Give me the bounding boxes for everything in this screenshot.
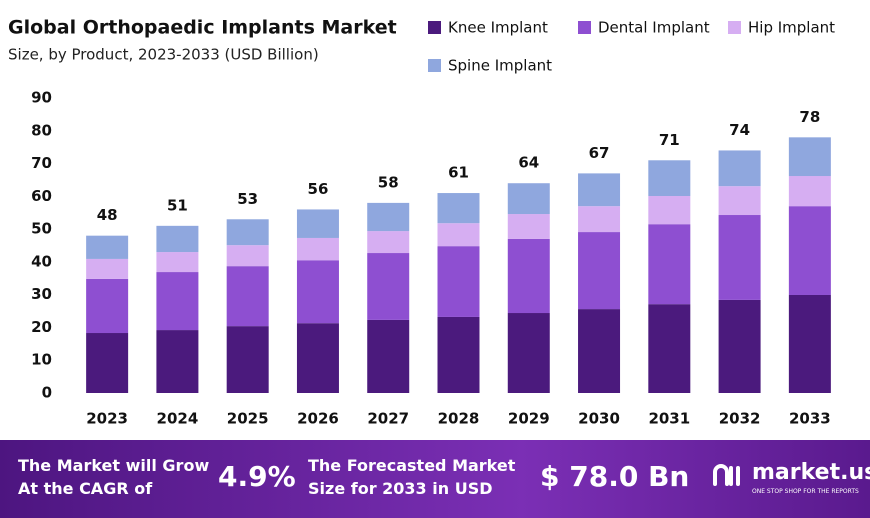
bar-segment	[367, 231, 410, 254]
bar-segment	[648, 224, 691, 305]
x-tick-label: 2028	[438, 410, 480, 428]
legend-label: Spine Implant	[448, 57, 552, 75]
brand: market.us	[752, 460, 870, 485]
chart: Global Orthopaedic Implants Market Size,…	[8, 17, 835, 428]
bar-segment	[437, 246, 480, 317]
x-tick-label: 2029	[508, 410, 550, 428]
bar-segment	[648, 304, 691, 393]
y-tick-label: 80	[31, 121, 52, 139]
bar-segment	[156, 272, 199, 331]
bar-segment	[718, 299, 761, 393]
cagr-value: 4.9%	[218, 460, 296, 493]
y-tick-label: 50	[31, 220, 52, 238]
bar-segment	[788, 206, 831, 295]
legend-label: Hip Implant	[748, 19, 835, 37]
bar-segment	[578, 173, 621, 207]
x-tick-label: 2033	[789, 410, 831, 428]
bar-segment	[367, 319, 410, 393]
total-label: 64	[518, 154, 539, 172]
total-label: 71	[659, 131, 680, 149]
total-label: 61	[448, 164, 469, 182]
forecast-value: $ 78.0 Bn	[540, 460, 690, 493]
bar-segment	[578, 206, 621, 233]
cagr-text: The Market will Grow At the CAGR of	[18, 456, 210, 498]
bar-segment	[788, 137, 831, 177]
forecast-text: The Forecasted Market Size for 2033 in U…	[308, 456, 516, 498]
bar-segment	[367, 253, 410, 320]
legend-label: Dental Implant	[598, 19, 710, 37]
y-tick-label: 40	[31, 252, 52, 270]
bar-segment	[156, 252, 199, 273]
bar-segment	[367, 202, 410, 232]
x-tick-label: 2027	[367, 410, 409, 428]
bar-segment	[86, 235, 129, 259]
x-tick-label: 2032	[719, 410, 761, 428]
y-tick-label: 10	[31, 351, 52, 369]
bar-segment	[578, 309, 621, 393]
tagline: ONE STOP SHOP FOR THE REPORTS	[752, 488, 859, 495]
bar-segment	[437, 193, 480, 224]
bar-segment	[226, 266, 269, 327]
bar-segment	[718, 215, 761, 300]
bar-segment	[578, 232, 621, 310]
total-label: 74	[729, 121, 750, 139]
y-tick-label: 20	[31, 318, 52, 336]
brand-logo	[713, 464, 740, 486]
bar-segment	[296, 260, 339, 324]
total-label: 58	[378, 173, 399, 191]
legend-label: Knee Implant	[448, 19, 548, 37]
bar-segment	[296, 237, 339, 261]
x-tick-label: 2024	[157, 410, 199, 428]
chart-subtitle: Size, by Product, 2023-2033 (USD Billion…	[8, 46, 319, 64]
bar-segment	[437, 223, 480, 247]
y-tick-label: 0	[42, 384, 52, 402]
bar-segment	[296, 323, 339, 393]
legend-swatch	[578, 21, 591, 34]
x-tick-label: 2025	[227, 410, 269, 428]
total-label: 53	[237, 190, 258, 208]
x-tick-label: 2026	[297, 410, 339, 428]
legend-swatch	[428, 59, 441, 72]
y-tick-label: 90	[31, 89, 52, 107]
bar-segment	[156, 330, 199, 393]
bar-segment	[86, 258, 129, 279]
banner: The Market will Grow At the CAGR of 4.9%…	[0, 440, 870, 518]
chart-title: Global Orthopaedic Implants Market	[8, 17, 397, 39]
bar-segment	[648, 160, 691, 197]
bar-segment	[507, 313, 550, 393]
y-tick-label: 70	[31, 154, 52, 172]
bar-segment	[226, 245, 269, 267]
bar-segment	[437, 316, 480, 393]
x-tick-label: 2023	[86, 410, 128, 428]
bar-segment	[296, 209, 339, 238]
bar-segment	[507, 238, 550, 314]
bar-segment	[718, 186, 761, 216]
bar-segment	[788, 294, 831, 393]
bar-segment	[718, 150, 761, 187]
bar-segment	[648, 196, 691, 225]
legend-swatch	[728, 21, 741, 34]
y-tick-label: 30	[31, 285, 52, 303]
y-tick-label: 60	[31, 187, 52, 205]
bar-segment	[788, 176, 831, 207]
bar-segment	[86, 278, 129, 334]
bar-segment	[507, 214, 550, 239]
bar-segment	[226, 219, 269, 246]
total-label: 56	[308, 180, 329, 198]
x-tick-label: 2031	[648, 410, 690, 428]
bar-segment	[226, 326, 269, 393]
x-tick-label: 2030	[578, 410, 620, 428]
total-label: 48	[97, 206, 118, 224]
bar-segment	[507, 183, 550, 215]
legend-swatch	[428, 21, 441, 34]
bar-segment	[86, 333, 129, 393]
total-label: 51	[167, 196, 188, 214]
total-label: 67	[589, 144, 610, 162]
total-label: 78	[799, 108, 820, 126]
bar-segment	[156, 225, 199, 253]
